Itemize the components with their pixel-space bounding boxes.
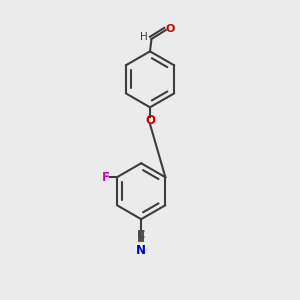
Text: H: H <box>140 32 148 42</box>
Text: C: C <box>137 230 145 240</box>
Text: O: O <box>166 24 175 34</box>
Text: N: N <box>136 244 146 256</box>
Text: F: F <box>102 171 110 184</box>
Text: O: O <box>145 114 155 127</box>
